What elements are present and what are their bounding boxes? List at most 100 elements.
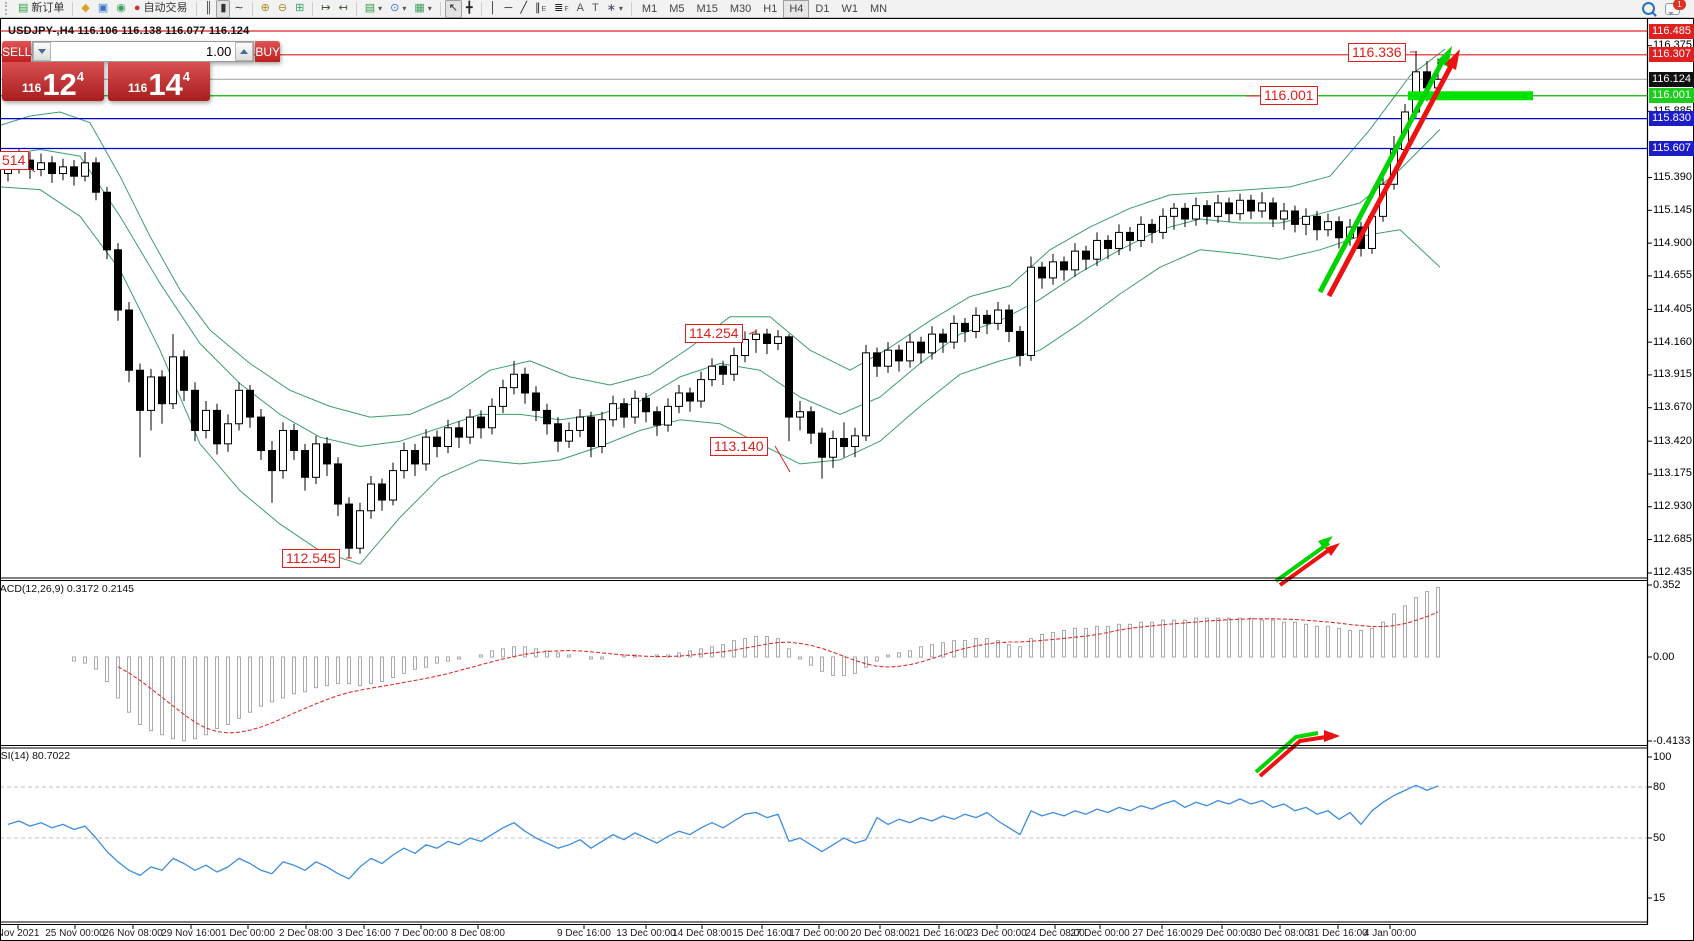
- price-axis-tick: 113.915: [1653, 368, 1692, 381]
- toolbar-separator: [630, 1, 632, 16]
- zoom-out-button[interactable]: ⊖: [274, 0, 291, 18]
- auto-scroll-button[interactable]: ↦: [317, 0, 334, 18]
- time-axis-label: 26 Nov 08:00: [103, 928, 163, 939]
- timeframe-h4[interactable]: H4: [783, 0, 810, 18]
- chevron-down-icon: ▾: [618, 4, 623, 13]
- price-axis-tick: 112.435: [1653, 566, 1692, 579]
- vertical-line-button[interactable]: │: [486, 0, 501, 18]
- price-badge-116.001: 116.001: [1649, 88, 1694, 104]
- rsi-label: RSI(14) 80.7022: [0, 750, 71, 762]
- timeframe-d1[interactable]: D1: [815, 2, 830, 15]
- line-chart-icon: ∼: [234, 2, 244, 14]
- text-label-icon: T: [591, 2, 599, 14]
- toolbar-grip[interactable]: [5, 2, 11, 15]
- new-chart-button[interactable]: ▤ ▾: [361, 0, 386, 18]
- price-axis-tick: 114.160: [1653, 335, 1692, 348]
- time-axis-label: 9 Dec 16:00: [557, 928, 611, 939]
- timeframe-h1[interactable]: H1: [763, 2, 778, 15]
- text-button[interactable]: A: [573, 0, 588, 18]
- time-axis-label: 8 Dec 08:00: [451, 928, 505, 939]
- channel-button[interactable]: ∥ E: [531, 0, 550, 18]
- rsi-axis-label: 15: [1653, 891, 1666, 904]
- template-icon: ▦: [414, 2, 425, 14]
- buy-button[interactable]: BUY: [255, 41, 281, 62]
- price-annotation-514[interactable]: 514: [0, 151, 30, 170]
- timeframe-m30[interactable]: M30: [729, 2, 752, 15]
- time-axis-label: 20 Dec 08:00: [850, 928, 910, 939]
- price-annotation-116.001[interactable]: 116.001: [1260, 86, 1318, 105]
- trendline-button[interactable]: ╱: [516, 0, 531, 18]
- notifications-icon[interactable]: 1: [1665, 0, 1686, 15]
- price-annotation-112.545[interactable]: 112.545: [282, 549, 340, 568]
- horizontal-line-icon: ─: [504, 2, 513, 14]
- equidistant-channel-icon-sub: E: [541, 5, 547, 13]
- price-annotation-114.254[interactable]: 114.254: [685, 324, 743, 343]
- terminal-button[interactable]: ▣: [94, 0, 112, 18]
- sell-price[interactable]: 116 12 4: [2, 62, 104, 101]
- market-watch-icon: ◉: [116, 2, 126, 14]
- time-axis-label: 27 Dec 00:00: [1070, 928, 1130, 939]
- volume-decrease-button[interactable]: [33, 42, 52, 61]
- metaeditor-button[interactable]: ◆: [77, 0, 93, 18]
- toolbar: ▤ 新订单 ◆ ▣ ◉ ● 自动交易 ║ ▮ ∼ ⊕ ⊖ ⊞ ↦ ↤ ▤ ▾ ⊙ ▾ ▦ ▾ ↖ ╋ │ ─ ╱ ∥ E ≣ F A T ∗ ▾ …: [0, 0, 1694, 18]
- cursor-button[interactable]: ↖: [444, 0, 463, 18]
- line-chart-button[interactable]: ∼: [230, 0, 247, 18]
- buy-price-pip: 4: [182, 69, 191, 84]
- buy-price[interactable]: 116 14 4: [108, 62, 210, 101]
- zoom-in-icon: ⊕: [260, 2, 270, 14]
- price-annotation-113.140[interactable]: 113.140: [710, 437, 768, 456]
- crosshair-icon: ╋: [466, 2, 473, 14]
- arrows-button[interactable]: ∗ ▾: [603, 0, 627, 18]
- zoom-in-button[interactable]: ⊕: [257, 0, 274, 18]
- search-icon[interactable]: [1642, 2, 1655, 15]
- arrow-shapes-icon: ∗: [606, 2, 616, 14]
- timeframe-mn[interactable]: MN: [869, 2, 888, 15]
- price-badge-116.485: 116.485: [1649, 23, 1694, 39]
- time-axis-label: 4 Jan 00:00: [1363, 928, 1417, 939]
- price-axis-tick: 115.390: [1653, 171, 1692, 184]
- horizontal-line-button[interactable]: ─: [501, 0, 517, 18]
- market-watch-button[interactable]: ◉: [112, 0, 130, 18]
- time-axis-label: 24 Dec 08:00: [1025, 928, 1085, 939]
- volume-increase-button[interactable]: [235, 42, 254, 61]
- autotrading-button[interactable]: ● 自动交易: [130, 0, 192, 18]
- fibonacci-button[interactable]: ≣ F: [550, 0, 573, 18]
- crosshair-button[interactable]: ╋: [462, 0, 477, 18]
- candlestick-button[interactable]: ▮: [216, 0, 231, 18]
- time-axis-label: Nov 2021: [0, 928, 40, 939]
- toolbar-separator: [251, 1, 253, 16]
- volume-input[interactable]: [51, 42, 236, 61]
- period-icon: ⊙: [390, 2, 400, 14]
- time-axis-label: 3 Dec 16:00: [337, 928, 391, 939]
- time-axis-label: 17 Dec 00:00: [789, 928, 849, 939]
- rsi-axis-label: 80: [1653, 780, 1666, 793]
- auto-scroll-icon: ↦: [321, 2, 331, 14]
- chevron-down-icon: ▾: [378, 4, 383, 13]
- macd-axis-label: 0.00: [1653, 650, 1675, 663]
- timeframe-m15[interactable]: M15: [696, 2, 718, 15]
- bar-chart-button[interactable]: ║: [201, 0, 217, 18]
- template-button[interactable]: ▦ ▾: [410, 0, 435, 18]
- sell-button[interactable]: SELL: [2, 41, 32, 62]
- time-axis-label: 14 Dec 08:00: [672, 928, 732, 939]
- price-axis-tick: 115.145: [1653, 203, 1692, 216]
- price-annotation-116.336[interactable]: 116.336: [1348, 43, 1406, 62]
- notification-badge: 1: [1673, 0, 1686, 10]
- time-axis-label: 23 Dec 00:00: [967, 928, 1027, 939]
- period-button[interactable]: ⊙ ▾: [386, 0, 410, 18]
- chart-shift-button[interactable]: ↤: [335, 0, 352, 18]
- chevron-down-icon: ▾: [402, 4, 407, 13]
- new-order-button[interactable]: ▤ 新订单: [14, 0, 68, 18]
- text-label-button[interactable]: T: [588, 0, 603, 18]
- tile-windows-button[interactable]: ⊞: [291, 0, 308, 18]
- fibonacci-icon: ≣: [554, 2, 564, 14]
- toolbar-separator: [72, 1, 74, 16]
- candlestick-icon: ▮: [220, 2, 227, 14]
- timeframe-m5[interactable]: M5: [669, 2, 685, 15]
- text-icon: A: [576, 2, 584, 14]
- sell-price-big: 12: [42, 67, 77, 102]
- price-badge-115.607: 115.607: [1649, 141, 1694, 156]
- timeframe-m1[interactable]: M1: [641, 2, 658, 15]
- timeframe-w1[interactable]: W1: [841, 2, 858, 15]
